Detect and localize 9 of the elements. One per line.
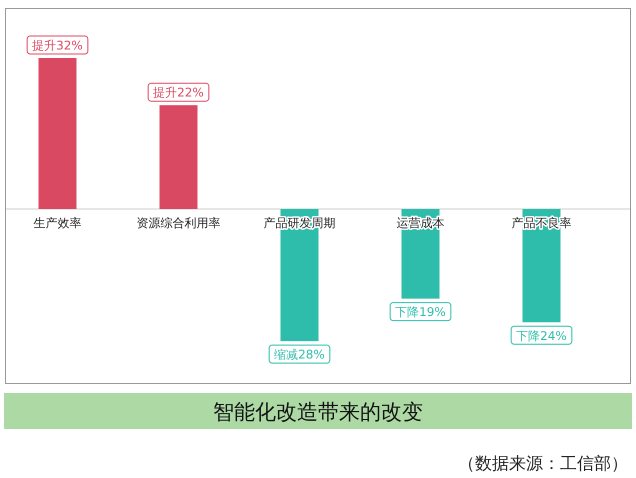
text: 智能化改造带来的改变 bbox=[213, 400, 423, 424]
data-label: 下降19% bbox=[395, 305, 446, 320]
data-label: 下降24% bbox=[516, 328, 567, 343]
x-tick-label: 生产效率 bbox=[34, 216, 82, 230]
data-label: 提升32% bbox=[32, 38, 83, 52]
text: （数据来源：工信部） bbox=[458, 454, 628, 474]
data-label: 提升22% bbox=[153, 86, 204, 100]
x-tick-label: 资源综合利用率 bbox=[136, 216, 220, 230]
data-label: 缩减28% bbox=[274, 348, 325, 362]
